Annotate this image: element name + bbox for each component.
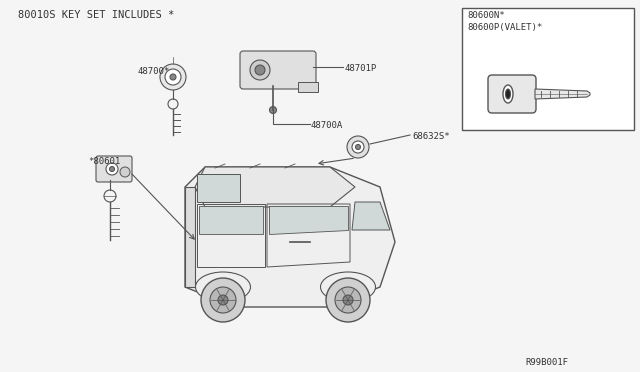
- Circle shape: [210, 287, 236, 313]
- Circle shape: [109, 167, 115, 171]
- Text: 48700A: 48700A: [311, 121, 343, 130]
- Circle shape: [352, 141, 364, 153]
- Ellipse shape: [506, 89, 511, 99]
- Polygon shape: [185, 167, 395, 307]
- Polygon shape: [185, 187, 195, 287]
- Text: 68632S*: 68632S*: [412, 132, 450, 141]
- Text: 80600N*: 80600N*: [467, 11, 504, 20]
- Polygon shape: [535, 89, 590, 99]
- Polygon shape: [269, 206, 348, 234]
- FancyBboxPatch shape: [240, 51, 316, 89]
- Text: 80010S KEY SET INCLUDES *: 80010S KEY SET INCLUDES *: [18, 10, 174, 20]
- Text: 48700*: 48700*: [138, 67, 170, 76]
- Circle shape: [326, 278, 370, 322]
- Ellipse shape: [195, 272, 250, 302]
- Text: R99B001F: R99B001F: [525, 358, 568, 367]
- Polygon shape: [352, 202, 390, 230]
- Circle shape: [335, 287, 361, 313]
- Circle shape: [355, 144, 360, 150]
- Text: 80600P(VALET)*: 80600P(VALET)*: [467, 23, 542, 32]
- Circle shape: [160, 64, 186, 90]
- Circle shape: [218, 295, 228, 305]
- Polygon shape: [197, 174, 240, 202]
- Circle shape: [343, 295, 353, 305]
- Bar: [298, 82, 318, 92]
- Polygon shape: [199, 206, 263, 234]
- Circle shape: [165, 69, 181, 85]
- Text: *80601: *80601: [88, 157, 120, 166]
- FancyBboxPatch shape: [96, 156, 132, 182]
- Polygon shape: [195, 167, 355, 207]
- Ellipse shape: [503, 85, 513, 103]
- Circle shape: [250, 60, 270, 80]
- Circle shape: [106, 163, 118, 175]
- Circle shape: [120, 167, 130, 177]
- Circle shape: [269, 106, 276, 113]
- Circle shape: [170, 74, 176, 80]
- Circle shape: [201, 278, 245, 322]
- Circle shape: [255, 65, 265, 75]
- Text: 48701P: 48701P: [345, 64, 377, 73]
- Circle shape: [347, 136, 369, 158]
- Bar: [462, 8, 634, 130]
- FancyBboxPatch shape: [488, 75, 536, 113]
- Ellipse shape: [321, 272, 376, 302]
